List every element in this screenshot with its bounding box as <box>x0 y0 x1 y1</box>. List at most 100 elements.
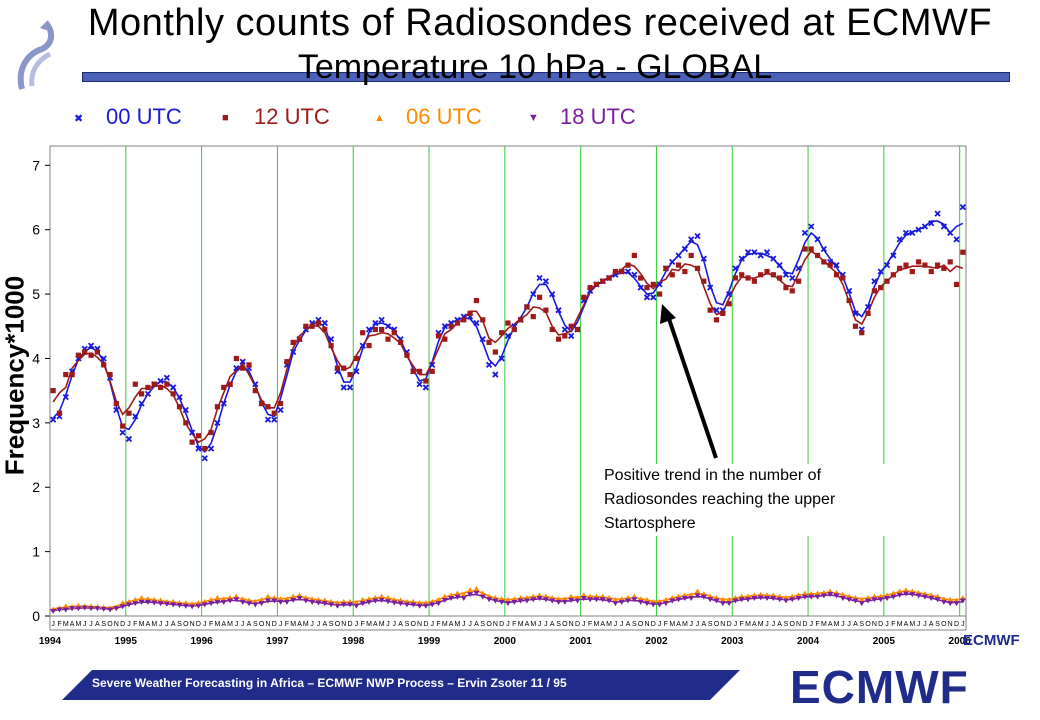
data-point <box>650 602 657 608</box>
data-point <box>163 601 170 607</box>
data-point <box>384 594 391 600</box>
data-point <box>75 352 82 358</box>
x-month-label: A <box>297 621 302 628</box>
data-point <box>574 326 581 333</box>
data-point <box>675 262 682 268</box>
x-month-label: J <box>847 621 851 628</box>
data-point <box>429 368 435 374</box>
data-point <box>517 598 524 604</box>
x-month-label: A <box>701 621 706 628</box>
x-month-label: J <box>203 621 207 628</box>
data-point <box>940 599 947 605</box>
data-point <box>726 596 733 602</box>
data-point <box>391 330 397 336</box>
y-tick-label: 2 <box>32 479 40 495</box>
data-point <box>302 598 309 604</box>
data-point <box>157 377 164 385</box>
data-point <box>751 249 758 256</box>
legend-label: 18 UTC <box>560 104 636 129</box>
data-point <box>928 268 934 275</box>
data-point <box>486 597 493 603</box>
data-point <box>858 596 865 602</box>
legend-item: ▼ 18 UTC <box>528 104 636 130</box>
data-point <box>221 384 227 391</box>
x-month-label: O <box>941 621 947 628</box>
x-month-label: S <box>556 621 561 628</box>
data-point <box>732 265 739 272</box>
data-point <box>719 601 726 607</box>
legend-item: ✖ 00 UTC <box>74 104 182 130</box>
data-point <box>164 381 170 387</box>
data-point <box>176 393 183 401</box>
data-point <box>789 274 796 282</box>
data-point <box>328 602 335 608</box>
data-point <box>372 326 378 333</box>
data-point <box>328 342 334 349</box>
data-point <box>511 326 517 333</box>
x-month-label: A <box>853 621 858 628</box>
data-point <box>125 435 133 443</box>
x-month-label: O <box>107 621 113 628</box>
data-point <box>764 268 770 275</box>
data-point <box>416 368 423 374</box>
data-point <box>132 601 139 607</box>
data-point <box>107 607 114 613</box>
data-point <box>62 607 69 613</box>
data-point <box>732 275 739 281</box>
data-point <box>240 365 246 371</box>
data-point <box>145 384 151 391</box>
data-point <box>561 599 568 605</box>
x-month-label: M <box>745 621 751 628</box>
data-point <box>637 284 644 291</box>
data-point <box>359 596 366 602</box>
data-point <box>587 597 594 603</box>
data-point <box>681 245 689 253</box>
data-point <box>770 255 777 262</box>
data-point <box>208 596 215 602</box>
data-point <box>713 307 720 314</box>
data-point <box>290 348 297 356</box>
data-point <box>138 599 145 605</box>
x-month-label: J <box>89 621 93 628</box>
x-month-label: N <box>493 621 498 628</box>
data-point <box>657 291 663 297</box>
data-point <box>353 368 360 375</box>
plot-area <box>49 145 967 617</box>
data-point <box>176 404 183 410</box>
data-point <box>347 602 354 608</box>
data-point <box>201 602 208 608</box>
x-month-label: J <box>159 621 163 628</box>
data-point <box>751 278 757 284</box>
data-point <box>909 229 916 237</box>
data-point <box>549 290 556 298</box>
x-month-label: J <box>917 621 921 628</box>
data-point <box>789 597 796 603</box>
data-point <box>631 252 637 259</box>
data-point <box>296 595 303 601</box>
data-point <box>423 378 429 384</box>
legend-label: 00 UTC <box>106 104 182 129</box>
data-point <box>732 598 739 604</box>
data-point <box>479 594 486 600</box>
data-point <box>277 406 284 414</box>
legend-label: 06 UTC <box>406 104 482 129</box>
data-point <box>795 265 802 272</box>
ecmwf-logo: ECMWF <box>790 661 969 713</box>
x-month-label: S <box>784 621 789 628</box>
x-month-label: N <box>190 621 195 628</box>
data-point <box>530 290 537 298</box>
data-point <box>82 349 88 355</box>
data-point <box>858 601 865 607</box>
data-point <box>189 429 196 436</box>
data-point <box>296 336 303 342</box>
chart-title: Monthly counts of Radiosondes received a… <box>87 2 993 44</box>
data-point <box>353 603 360 609</box>
data-point <box>170 602 177 608</box>
data-point <box>941 265 947 271</box>
data-point <box>846 297 852 304</box>
data-point <box>239 358 246 365</box>
x-month-label: A <box>777 621 782 628</box>
data-point <box>903 262 909 268</box>
x-month-label: F <box>285 621 289 628</box>
data-point <box>460 591 467 597</box>
